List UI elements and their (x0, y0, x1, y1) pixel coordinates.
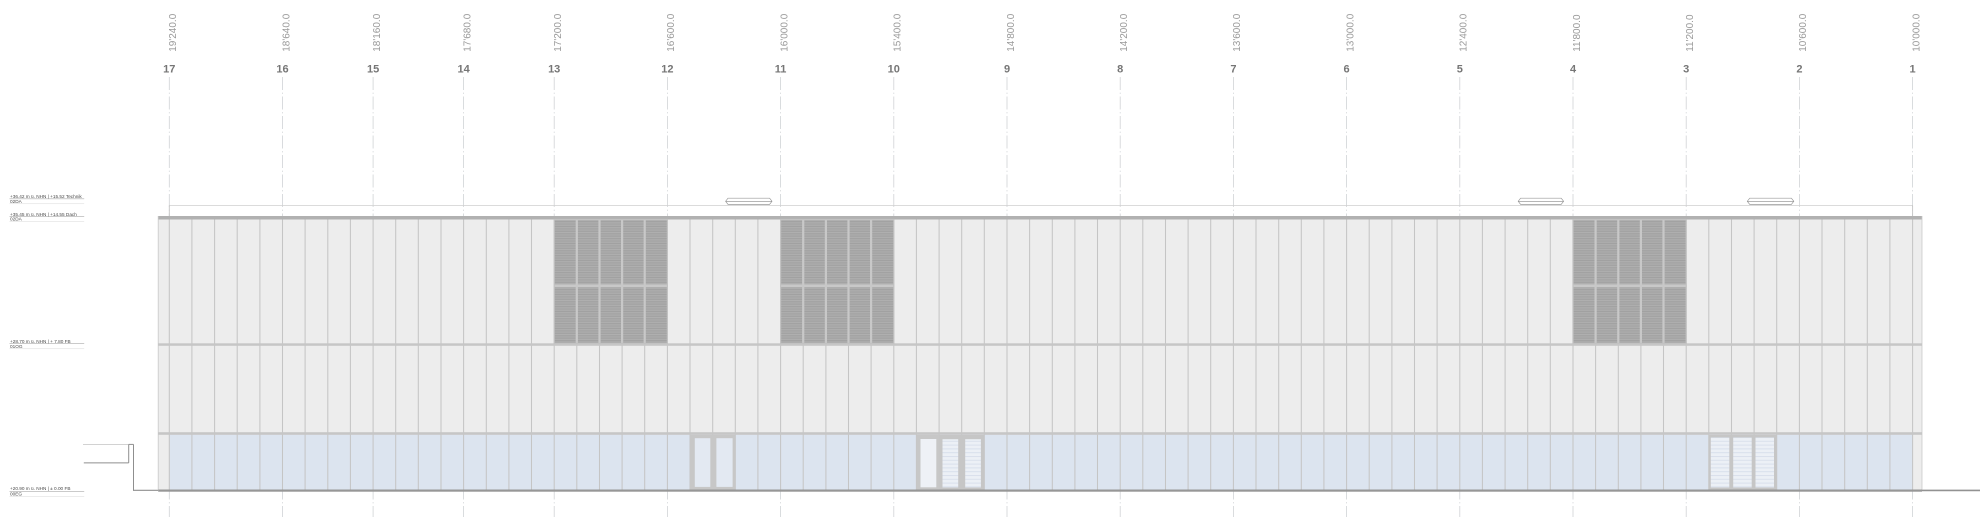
svg-text:10: 10 (888, 64, 900, 76)
svg-text:16'000.0: 16'000.0 (779, 13, 790, 51)
svg-text:2: 2 (1796, 64, 1802, 76)
svg-text:13: 13 (548, 64, 560, 76)
svg-text:17'680.0: 17'680.0 (462, 13, 473, 51)
svg-text:00EG: 00EG (10, 491, 22, 496)
svg-text:17: 17 (163, 64, 175, 76)
svg-text:16: 16 (276, 64, 288, 76)
svg-text:8: 8 (1117, 64, 1123, 76)
svg-text:19'240.0: 19'240.0 (168, 13, 179, 51)
svg-text:5: 5 (1457, 64, 1463, 76)
svg-text:+28.70 m ü. NHN | + 7.80 FB: +28.70 m ü. NHN | + 7.80 FB (10, 339, 71, 344)
svg-text:02DA: 02DA (10, 199, 23, 204)
svg-text:10'600.0: 10'600.0 (1798, 13, 1809, 51)
svg-text:12'400.0: 12'400.0 (1459, 13, 1470, 51)
svg-text:+36.42 m ü. NHN | +15.52 Techn: +36.42 m ü. NHN | +15.52 Technik (10, 194, 82, 199)
svg-text:01OG: 01OG (10, 344, 23, 349)
svg-text:11'800.0: 11'800.0 (1572, 14, 1583, 52)
svg-text:17'200.0: 17'200.0 (553, 13, 564, 51)
svg-text:10'000.0: 10'000.0 (1911, 13, 1922, 51)
svg-text:13'000.0: 13'000.0 (1345, 13, 1356, 51)
svg-text:3: 3 (1683, 64, 1689, 76)
svg-text:11'200.0: 11'200.0 (1685, 14, 1696, 52)
svg-text:+35.45 m ü. NHN | +14.55 Dach: +35.45 m ü. NHN | +14.55 Dach (10, 212, 77, 217)
svg-text:14'200.0: 14'200.0 (1119, 13, 1130, 51)
svg-text:02DA: 02DA (10, 217, 23, 222)
svg-text:6: 6 (1344, 64, 1350, 76)
svg-text:16'600.0: 16'600.0 (666, 13, 677, 51)
svg-text:15: 15 (367, 64, 379, 76)
svg-text:9: 9 (1004, 64, 1010, 76)
svg-text:4: 4 (1570, 64, 1577, 76)
svg-text:14: 14 (457, 64, 470, 76)
svg-text:13'600.0: 13'600.0 (1232, 13, 1243, 51)
svg-text:18'160.0: 18'160.0 (372, 13, 383, 51)
svg-text:7: 7 (1230, 64, 1236, 76)
svg-text:+20.90 m ü. NHN | ± 0.00 FB: +20.90 m ü. NHN | ± 0.00 FB (10, 486, 70, 491)
svg-text:14'800.0: 14'800.0 (1006, 13, 1017, 51)
svg-text:11: 11 (775, 64, 787, 76)
svg-text:12: 12 (661, 64, 673, 76)
svg-text:1: 1 (1910, 64, 1916, 76)
svg-text:18'640.0: 18'640.0 (281, 13, 292, 51)
svg-text:15'400.0: 15'400.0 (893, 13, 904, 51)
